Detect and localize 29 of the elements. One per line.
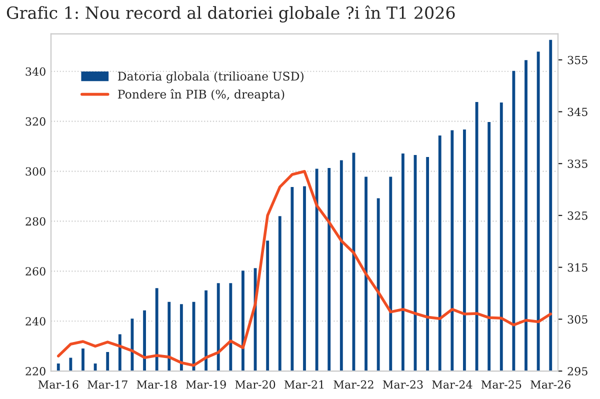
y2-tick-label: 305	[568, 315, 588, 324]
x-tick-label: Mar-19	[186, 380, 226, 389]
y2-tick-label: 325	[568, 211, 588, 220]
x-tick-label: Mar-22	[334, 380, 374, 389]
x-tick-label: Mar-25	[481, 380, 522, 389]
line-series	[56, 170, 552, 367]
y-tick-label: 300	[26, 167, 46, 176]
legend-label: Pondere în PIB (%, dreapta)	[118, 89, 284, 101]
y2-tick-label: 345	[568, 108, 588, 116]
x-tick-label: Mar-20	[235, 380, 276, 389]
y2-tick-label: 355	[568, 56, 588, 64]
x-tick-label: Mar-23	[382, 380, 423, 389]
y-tick-label: 220	[26, 367, 46, 376]
y2-tick-label: 335	[568, 160, 588, 168]
legend-label: Datoria globala (trilioane USD)	[118, 72, 304, 84]
y-tick-label: 280	[26, 217, 46, 226]
x-tick-label: Mar-26	[530, 380, 571, 389]
y-tick-label: 240	[26, 317, 46, 326]
x-tick-label: Mar-17	[88, 380, 128, 389]
chart-title: Grafic 1: Nou record al datoriei globale ?i în T1 2026	[6, 5, 455, 22]
y-tick-label: 260	[26, 267, 46, 276]
y-tick-label: 320	[26, 117, 46, 126]
x-tick-label: Mar-21	[284, 380, 324, 389]
x-tick-label: Mar-18	[136, 380, 177, 389]
x-tick-label: Mar-16	[38, 380, 78, 389]
y2-tick-label: 315	[568, 263, 588, 272]
y2-tick-label: 295	[568, 367, 588, 376]
x-tick-label: Mar-24	[432, 380, 472, 389]
y-tick-label: 340	[26, 67, 46, 76]
